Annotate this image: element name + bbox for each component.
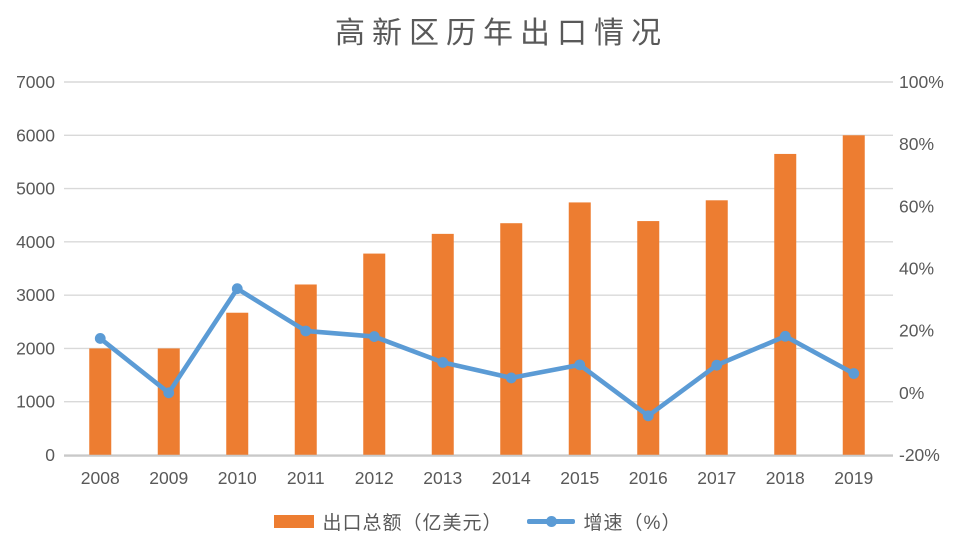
- x-axis-label: 2017: [697, 468, 736, 488]
- legend-item-exports: 出口总额（亿美元）: [273, 508, 503, 535]
- y-axis-label: 1000: [16, 392, 55, 412]
- x-axis-label: 2014: [492, 468, 531, 488]
- growth-marker-2010: [231, 283, 243, 295]
- growth-marker-2012: [368, 331, 380, 342]
- x-axis-label: 2011: [287, 468, 325, 488]
- growth-line: [97, 286, 857, 419]
- growth-marker-2011: [300, 325, 312, 337]
- growth-marker-2014: [505, 372, 517, 384]
- growth-marker-2019: [848, 368, 860, 379]
- bar-2018: [774, 153, 797, 455]
- legend: 出口总额（亿美元） 增速（%）: [0, 508, 955, 535]
- chart-title: 高新区历年出口情况: [335, 16, 668, 51]
- bar-2008: [89, 348, 112, 455]
- bar-2017: [705, 200, 728, 455]
- y-axis-label: 3000: [16, 285, 55, 305]
- line-series-swatch-icon: [526, 515, 575, 528]
- bar-2016: [637, 221, 660, 455]
- x-axis-label: 2012: [355, 468, 394, 488]
- y2-axis-label: -20%: [899, 445, 940, 465]
- y-axis-label: 5000: [16, 179, 55, 199]
- y-axis-label: 4000: [16, 232, 55, 252]
- legend-label-exports: 出口总额（亿美元）: [322, 513, 503, 534]
- x-axis-label: 2018: [766, 468, 805, 488]
- y-axis-label: 7000: [16, 72, 55, 92]
- y2-axis-label: 40%: [899, 259, 934, 279]
- growth-marker-2008: [94, 333, 106, 344]
- bar-2012: [363, 253, 386, 455]
- bar-2019: [842, 135, 865, 456]
- bar-2013: [431, 233, 454, 455]
- y-axis-label: 2000: [16, 338, 55, 358]
- x-axis-label: 2013: [423, 468, 462, 488]
- y2-axis-label: 60%: [899, 196, 934, 216]
- y2-axis-label: 80%: [899, 134, 934, 154]
- x-axis-label: 2019: [834, 468, 873, 488]
- legend-label-growth: 增速（%）: [583, 513, 682, 534]
- growth-marker-2013: [437, 356, 449, 368]
- growth-marker-2009: [163, 387, 175, 399]
- bar-2014: [500, 223, 523, 455]
- x-axis-label: 2015: [560, 468, 599, 488]
- x-axis-label: 2009: [149, 468, 188, 488]
- x-axis-label: 2008: [81, 468, 120, 488]
- bar-series-swatch-icon: [273, 515, 314, 528]
- y2-axis-label: 20%: [899, 321, 934, 341]
- bar-2015: [568, 202, 591, 455]
- growth-marker-2016: [642, 410, 654, 422]
- y-axis-label: 0: [45, 445, 55, 465]
- y2-axis-label: 0%: [899, 383, 924, 403]
- x-axis-label: 2016: [629, 468, 668, 488]
- bar-2009: [157, 348, 180, 455]
- bar-2011: [294, 284, 317, 455]
- growth-marker-2015: [574, 359, 586, 371]
- bar-2010: [226, 312, 249, 455]
- growth-marker-2017: [711, 359, 723, 371]
- legend-item-growth: 增速（%）: [526, 508, 682, 535]
- x-axis-label: 2010: [218, 468, 257, 488]
- growth-marker-2018: [779, 330, 791, 342]
- y2-axis-label: 100%: [899, 72, 944, 92]
- y-axis-label: 6000: [16, 125, 55, 145]
